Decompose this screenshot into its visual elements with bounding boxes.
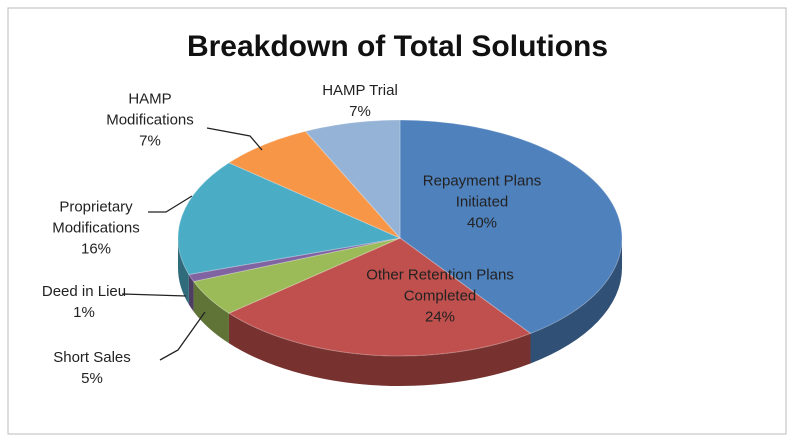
slice: [177, 162, 402, 276]
data-label: HAMP Modifications 7%: [90, 89, 210, 152]
slice: [192, 237, 401, 314]
category-label: HAMP Modifications: [106, 90, 194, 129]
slice-side: [193, 281, 229, 344]
leader-line: [121, 293, 187, 297]
slice: [399, 119, 623, 335]
value-label: 24%: [424, 308, 456, 326]
value-label: 7%: [349, 103, 371, 120]
slice-side: [228, 313, 531, 386]
value-label: 1%: [73, 304, 95, 321]
slice: [188, 237, 401, 282]
slice-side: [188, 274, 194, 312]
value-label: 16%: [80, 240, 112, 258]
slice: [304, 119, 401, 240]
category-label: Other Retention Plans Completed: [366, 266, 514, 305]
slice-side: [530, 238, 622, 364]
pie: [177, 119, 623, 386]
leader-lines: [121, 127, 263, 361]
category-label: Short Sales: [53, 349, 131, 366]
value-label: 7%: [139, 132, 161, 150]
leader-line: [148, 195, 193, 213]
slice-side: [178, 238, 189, 305]
slice: [227, 130, 401, 239]
data-label: Short Sales 5%: [37, 347, 147, 389]
leader-line: [206, 127, 263, 151]
category-label: HAMP Trial: [322, 82, 398, 99]
category-label: Proprietary Modifications: [52, 198, 140, 237]
value-label: 40%: [466, 214, 498, 232]
slice: [227, 237, 532, 357]
category-label: Deed in Lieu: [41, 283, 127, 300]
data-label: Repayment Plans Initiated 40%: [417, 171, 547, 234]
data-label: HAMP Trial 7%: [305, 80, 415, 122]
data-label: Proprietary Modifications 16%: [31, 197, 161, 260]
chart-title: Breakdown of Total Solutions: [186, 30, 609, 63]
value-label: 5%: [81, 370, 103, 387]
leader-line: [159, 311, 206, 361]
category-label: Repayment Plans Initiated: [422, 172, 542, 211]
data-label: Other Retention Plans Completed 24%: [365, 265, 515, 328]
data-label: Deed in Lieu 1%: [29, 281, 139, 323]
